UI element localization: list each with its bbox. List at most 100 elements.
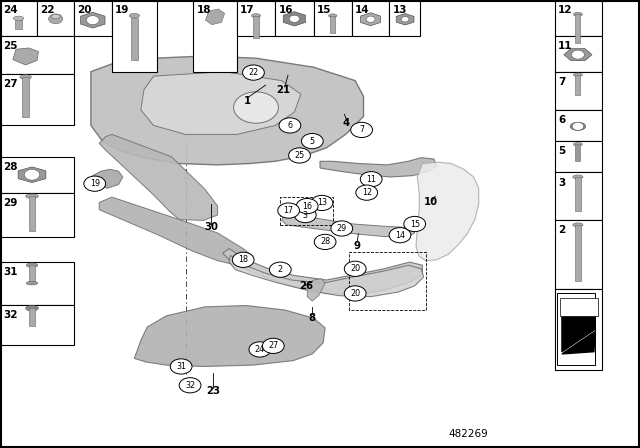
Bar (314, 0, 352, 36)
Circle shape (301, 134, 323, 149)
Circle shape (232, 252, 254, 267)
Polygon shape (320, 158, 436, 177)
Circle shape (179, 378, 201, 393)
Bar (29, 196, 35, 231)
Bar (15, 20, 22, 29)
Text: 18: 18 (238, 255, 248, 264)
Bar (555, 110, 602, 141)
Text: 3: 3 (558, 178, 565, 188)
Bar (575, 144, 580, 161)
Circle shape (351, 122, 372, 138)
Text: 13: 13 (392, 5, 407, 15)
Polygon shape (205, 9, 225, 25)
Bar (557, 293, 595, 365)
Ellipse shape (252, 13, 260, 18)
Bar (555, 36, 602, 72)
Circle shape (234, 92, 278, 123)
Bar (22, 77, 29, 117)
Polygon shape (307, 279, 325, 301)
Bar (0, 157, 74, 193)
Bar (555, 72, 602, 110)
Ellipse shape (49, 14, 63, 24)
Text: 20: 20 (350, 289, 360, 298)
Text: 20: 20 (350, 264, 360, 273)
Polygon shape (93, 169, 123, 188)
Circle shape (311, 195, 333, 211)
Polygon shape (91, 56, 364, 165)
Polygon shape (396, 13, 414, 25)
Text: 12: 12 (362, 188, 372, 197)
Circle shape (344, 261, 366, 276)
Circle shape (404, 216, 426, 232)
Ellipse shape (51, 14, 60, 19)
Ellipse shape (129, 13, 140, 18)
Text: 27: 27 (3, 79, 18, 89)
Text: 29: 29 (337, 224, 347, 233)
Bar (112, 0, 157, 72)
Bar (253, 16, 259, 38)
Polygon shape (99, 134, 218, 220)
Circle shape (278, 203, 300, 218)
Text: 15: 15 (317, 5, 332, 15)
Text: 27: 27 (268, 341, 278, 350)
Text: 17: 17 (240, 5, 255, 15)
Polygon shape (223, 249, 422, 295)
Text: 24: 24 (255, 345, 265, 354)
Text: 16: 16 (302, 202, 312, 211)
Text: 6: 6 (558, 115, 565, 125)
Circle shape (360, 172, 382, 187)
Text: 19: 19 (115, 5, 129, 15)
Polygon shape (284, 12, 305, 26)
Ellipse shape (573, 73, 582, 77)
Polygon shape (560, 298, 598, 316)
Circle shape (243, 65, 264, 80)
Circle shape (289, 148, 310, 163)
Bar (0, 305, 74, 345)
Circle shape (279, 118, 301, 133)
Text: 31: 31 (3, 267, 18, 277)
Text: 11: 11 (366, 175, 376, 184)
Text: 6: 6 (287, 121, 292, 130)
Text: 20: 20 (77, 5, 92, 15)
Circle shape (366, 16, 375, 22)
Circle shape (296, 198, 318, 214)
Polygon shape (141, 72, 301, 134)
Circle shape (86, 16, 99, 25)
Ellipse shape (573, 13, 582, 17)
Text: 14: 14 (395, 231, 405, 240)
Text: 1: 1 (244, 96, 252, 106)
Polygon shape (18, 167, 46, 183)
Text: 18: 18 (196, 5, 211, 15)
Ellipse shape (573, 175, 583, 179)
Text: 22: 22 (40, 5, 55, 15)
Polygon shape (564, 49, 592, 60)
Text: 3: 3 (303, 211, 308, 220)
Bar (555, 220, 602, 289)
Text: 28: 28 (320, 237, 330, 246)
Circle shape (314, 234, 336, 250)
Text: 12: 12 (558, 5, 573, 15)
Circle shape (401, 17, 409, 22)
Text: 32: 32 (185, 381, 195, 390)
Circle shape (294, 207, 316, 223)
Text: 30: 30 (204, 222, 218, 232)
Text: 2: 2 (558, 225, 565, 235)
Text: 14: 14 (355, 5, 370, 15)
Bar (275, 0, 314, 36)
Bar (0, 36, 74, 74)
Text: 8: 8 (308, 313, 316, 323)
Polygon shape (562, 314, 595, 352)
Circle shape (389, 228, 411, 243)
Ellipse shape (26, 306, 38, 311)
Bar (0, 74, 74, 125)
Circle shape (572, 50, 584, 59)
Text: 21: 21 (276, 85, 290, 95)
Bar (0, 193, 74, 237)
Circle shape (356, 185, 378, 200)
Bar (0, 262, 74, 305)
Text: 26: 26 (300, 281, 314, 291)
Polygon shape (360, 13, 381, 26)
Bar (131, 18, 138, 60)
Text: 2: 2 (278, 265, 283, 274)
Bar (555, 141, 602, 172)
